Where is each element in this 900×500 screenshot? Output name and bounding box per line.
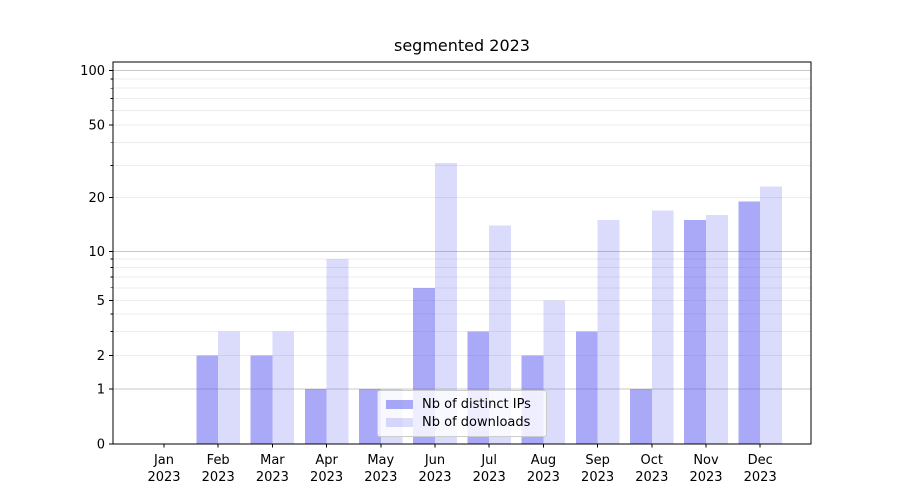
x-tick-label-dec: Dec 2023	[744, 453, 777, 485]
x-tick-label-sep: Sep 2023	[581, 453, 614, 485]
bars-layer	[196, 162, 782, 444]
bar-distinct-ips-sep	[575, 331, 598, 444]
bar-distinct-ips-apr	[304, 389, 327, 444]
bar-downloads-mar	[272, 331, 295, 444]
axes-layer: 0 1 2 5 10 20 50 100 Jan 2023 Feb 2023 Mar 2023 Apr 202…	[80, 61, 812, 485]
bar-distinct-ips-feb	[196, 355, 219, 444]
x-tick-label-mar: Mar 2023	[256, 453, 289, 485]
y-tick-label: 100	[80, 64, 105, 79]
legend-label-downloads: Nb of downloads	[422, 414, 531, 430]
bar-distinct-ips-dec	[738, 201, 761, 444]
bar-downloads-apr	[326, 259, 349, 444]
x-tick-label-aug: Aug 2023	[527, 453, 560, 485]
y-tick-label: 5	[97, 294, 105, 309]
bar-downloads-sep	[597, 220, 620, 444]
x-tick-label-oct: Oct 2023	[635, 453, 668, 485]
y-tick-label: 10	[88, 245, 105, 260]
legend-label-distinct-ips: Nb of distinct IPs	[422, 397, 531, 413]
x-tick-label-jun: Jun 2023	[418, 453, 451, 485]
y-tick-label: 20	[88, 191, 105, 206]
plot-frame	[112, 61, 812, 445]
bar-distinct-ips-oct	[630, 389, 652, 444]
legend-swatch-distinct-ips	[386, 400, 413, 410]
y-tick-label: 2	[97, 349, 105, 364]
x-tick-label-jan: Jan 2023	[147, 453, 180, 485]
bar-downloads-jun	[435, 162, 457, 444]
bar-distinct-ips-nov	[684, 220, 706, 444]
bar-downloads-jul	[489, 225, 511, 444]
minor-gridlines	[113, 78, 811, 357]
bar-downloads-oct	[651, 210, 674, 444]
x-tick-label-nov: Nov 2023	[689, 453, 722, 485]
bar-downloads-dec	[760, 186, 782, 444]
x-tick-label-apr: Apr 2023	[310, 453, 343, 485]
bar-distinct-ips-mar	[250, 355, 273, 444]
x-tick-label-feb: Feb 2023	[202, 453, 235, 485]
chart-title: segmented 2023	[394, 36, 530, 55]
y-tick-label: 0	[97, 438, 105, 453]
legend: Nb of distinct IPs Nb of downloads	[377, 390, 547, 437]
x-tick-label-jul: Jul 2023	[473, 453, 506, 485]
x-tick-label-may: May 2023	[364, 453, 397, 485]
bar-distinct-ips-may	[359, 389, 381, 444]
legend-entry-distinct-ips: Nb of distinct IPs	[386, 398, 538, 411]
bar-downloads-nov	[706, 215, 728, 444]
y-tick-label: 50	[88, 119, 105, 134]
y-tick-label: 1	[97, 383, 105, 398]
bar-downloads-feb	[218, 331, 240, 444]
bar-downloads-aug	[543, 300, 566, 444]
legend-swatch-downloads	[386, 417, 413, 427]
legend-entry-downloads: Nb of downloads	[386, 416, 538, 429]
